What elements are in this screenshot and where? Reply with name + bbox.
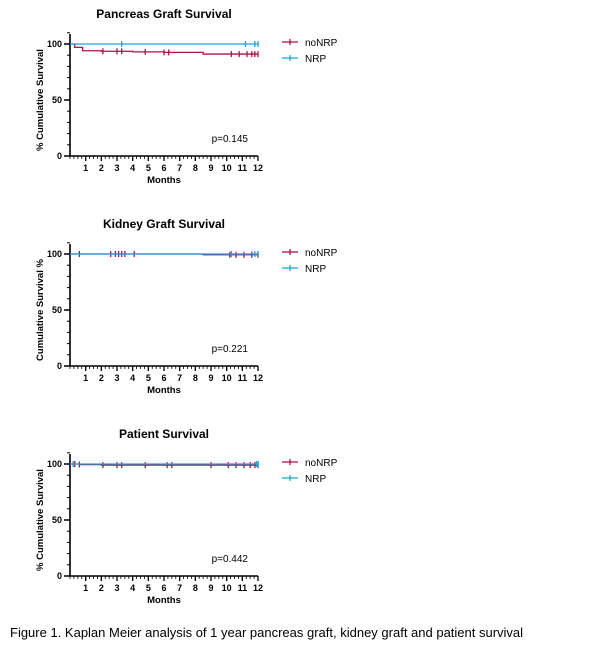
x-tick-label: 11 <box>238 163 248 173</box>
x-tick-label: 7 <box>177 163 182 173</box>
x-tick-label: 5 <box>146 583 151 593</box>
x-axis-label: Months <box>147 595 181 606</box>
x-tick-label: 8 <box>193 373 198 383</box>
legend-label-noNRP: noNRP <box>305 38 338 49</box>
x-tick-label: 10 <box>222 163 232 173</box>
x-tick-label: 1 <box>83 373 88 383</box>
legend-label-NRP: NRP <box>305 54 326 65</box>
x-tick-label: 12 <box>253 163 263 173</box>
x-tick-label: 8 <box>193 163 198 173</box>
legend-label-noNRP: noNRP <box>305 458 338 469</box>
x-tick-label: 10 <box>222 583 232 593</box>
x-tick-label: 6 <box>161 163 166 173</box>
p-value: p=0.221 <box>212 344 249 355</box>
x-tick-label: 2 <box>99 583 104 593</box>
legend-label-NRP: NRP <box>305 264 326 275</box>
y-tick-label: 50 <box>52 515 62 525</box>
x-axis-label: Months <box>147 385 181 396</box>
x-tick-label: 7 <box>177 373 182 383</box>
x-tick-label: 10 <box>222 373 232 383</box>
chart-title: Kidney Graft Survival <box>103 217 225 231</box>
chart-title: Pancreas Graft Survival <box>96 7 231 21</box>
x-tick-label: 5 <box>146 163 151 173</box>
figure-caption: Figure 1. Kaplan Meier analysis of 1 yea… <box>10 625 524 640</box>
x-tick-label: 9 <box>208 583 213 593</box>
y-tick-label: 100 <box>47 249 62 259</box>
y-tick-label: 100 <box>47 459 62 469</box>
y-axis-label: % Cumulative Survival <box>35 469 46 571</box>
x-tick-label: 9 <box>208 373 213 383</box>
x-tick-label: 5 <box>146 373 151 383</box>
chart-title: Patient Survival <box>119 427 209 441</box>
x-tick-label: 4 <box>130 373 135 383</box>
x-tick-label: 2 <box>99 163 104 173</box>
x-tick-label: 9 <box>208 163 213 173</box>
y-tick-label: 0 <box>57 151 62 161</box>
y-tick-label: 50 <box>52 305 62 315</box>
legend-label-noNRP: noNRP <box>305 248 338 259</box>
x-tick-label: 12 <box>253 583 263 593</box>
y-tick-label: 50 <box>52 95 62 105</box>
x-tick-label: 1 <box>83 163 88 173</box>
x-tick-label: 12 <box>253 373 263 383</box>
x-tick-label: 2 <box>99 373 104 383</box>
x-tick-label: 6 <box>161 583 166 593</box>
p-value: p=0.145 <box>212 134 249 145</box>
x-axis-label: Months <box>147 175 181 186</box>
p-value: p=0.442 <box>212 554 249 565</box>
x-tick-label: 7 <box>177 583 182 593</box>
y-tick-label: 0 <box>57 361 62 371</box>
y-tick-label: 100 <box>47 39 62 49</box>
x-tick-label: 4 <box>130 163 135 173</box>
y-axis-label: Cumulative Survival % <box>35 259 46 361</box>
x-tick-label: 11 <box>238 373 248 383</box>
x-tick-label: 3 <box>114 583 119 593</box>
x-tick-label: 3 <box>114 373 119 383</box>
y-tick-label: 0 <box>57 571 62 581</box>
x-tick-label: 6 <box>161 373 166 383</box>
x-tick-label: 1 <box>83 583 88 593</box>
y-axis-label: % Cumulative Survival <box>35 49 46 151</box>
legend-label-NRP: NRP <box>305 474 326 485</box>
x-tick-label: 4 <box>130 583 135 593</box>
x-tick-label: 3 <box>114 163 119 173</box>
x-tick-label: 8 <box>193 583 198 593</box>
x-tick-label: 11 <box>238 583 248 593</box>
